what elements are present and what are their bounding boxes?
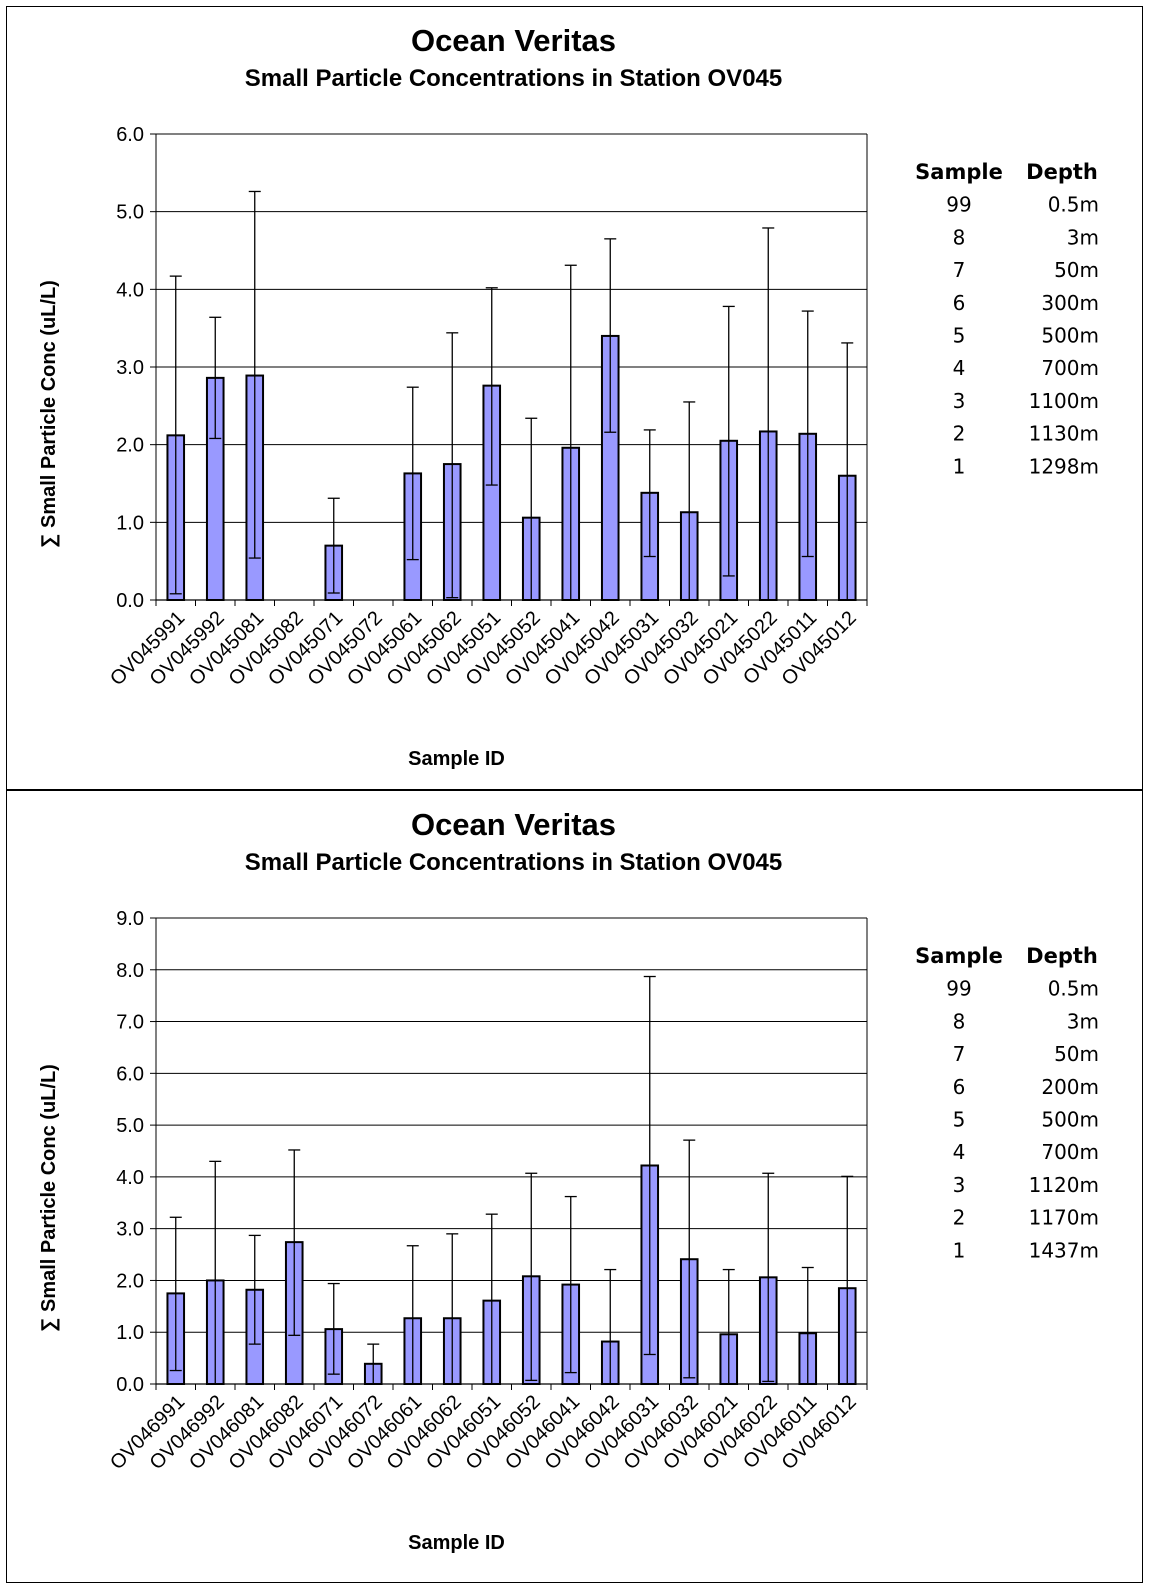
- table-cell-sample: 4: [953, 356, 966, 380]
- table-cell-sample: 7: [953, 258, 966, 282]
- table-cell-depth: 700m: [1041, 356, 1099, 380]
- table-cell-depth: 1130m: [1029, 422, 1099, 446]
- table-cell-depth: 3m: [1067, 1009, 1099, 1033]
- y-tick-label: 8.0: [116, 960, 144, 982]
- y-axis-title: ∑ Small Particle Conc (uL/L): [38, 1064, 60, 1332]
- table-cell-depth: 50m: [1054, 1042, 1099, 1066]
- table-cell-sample: 3: [953, 389, 966, 413]
- table-header-sample: Sample: [915, 944, 1003, 968]
- y-tick-label: 6.0: [116, 124, 144, 146]
- table-cell-depth: 0.5m: [1048, 193, 1099, 217]
- table-header-depth: Depth: [1026, 944, 1098, 968]
- table-cell-depth: 1298m: [1029, 454, 1099, 478]
- table-cell-depth: 700m: [1041, 1140, 1099, 1164]
- table-cell-sample: 8: [953, 1009, 966, 1033]
- table-cell-depth: 300m: [1041, 291, 1099, 315]
- table-cell-sample: 6: [953, 291, 966, 315]
- table-cell-sample: 6: [953, 1075, 966, 1099]
- table-cell-sample: 4: [953, 1140, 966, 1164]
- y-tick-label: 5.0: [116, 1115, 144, 1137]
- table-cell-sample: 99: [946, 193, 971, 217]
- y-axis-title: ∑ Small Particle Conc (uL/L): [38, 280, 60, 548]
- table-cell-depth: 500m: [1041, 324, 1099, 348]
- y-tick-label: 9.0: [116, 908, 144, 930]
- y-tick-label: 7.0: [116, 1012, 144, 1034]
- table-cell-sample: 5: [953, 324, 966, 348]
- y-tick-label: 0.0: [116, 1374, 144, 1396]
- table-cell-sample: 7: [953, 1042, 966, 1066]
- x-axis-title: Sample ID: [408, 1532, 505, 1554]
- y-tick-label: 1.0: [116, 1322, 144, 1344]
- table-cell-depth: 0.5m: [1048, 977, 1099, 1001]
- table-cell-sample: 3: [953, 1173, 966, 1197]
- table-cell-sample: 99: [946, 977, 971, 1001]
- chart-subtitle: Small Particle Concentrations in Station…: [245, 65, 782, 92]
- chart-title: Ocean Veritas: [411, 807, 616, 842]
- table-cell-depth: 50m: [1054, 258, 1099, 282]
- table-header-sample: Sample: [915, 160, 1003, 184]
- y-tick-label: 4.0: [116, 279, 144, 301]
- y-tick-label: 3.0: [116, 357, 144, 379]
- table-cell-depth: 1100m: [1029, 389, 1099, 413]
- y-tick-label: 3.0: [116, 1219, 144, 1241]
- y-tick-label: 5.0: [116, 202, 144, 224]
- table-header-depth: Depth: [1026, 160, 1098, 184]
- y-tick-label: 1.0: [116, 512, 144, 534]
- y-tick-label: 6.0: [116, 1063, 144, 1085]
- chart-panel-bottom: Ocean Veritas Small Particle Concentratio…: [6, 790, 1143, 1583]
- table-cell-sample: 1: [953, 454, 966, 478]
- bar-chart-bottom: Ocean Veritas Small Particle Concentratio…: [38, 807, 1099, 1554]
- table-cell-sample: 2: [953, 422, 966, 446]
- chart-title: Ocean Veritas: [411, 23, 616, 58]
- table-cell-depth: 1120m: [1029, 1173, 1099, 1197]
- table-cell-sample: 5: [953, 1108, 966, 1132]
- x-axis-title: Sample ID: [408, 748, 505, 770]
- y-tick-label: 0.0: [116, 590, 144, 612]
- table-cell-depth: 1170m: [1029, 1206, 1099, 1230]
- table-cell-sample: 1: [953, 1238, 966, 1262]
- chart-panel-top: Ocean Veritas Small Particle Concentratio…: [6, 6, 1143, 790]
- table-cell-sample: 8: [953, 225, 966, 249]
- y-tick-label: 4.0: [116, 1167, 144, 1189]
- table-cell-depth: 200m: [1041, 1075, 1099, 1099]
- chart-subtitle: Small Particle Concentrations in Station…: [245, 849, 782, 876]
- table-cell-depth: 1437m: [1029, 1238, 1099, 1262]
- bar-chart-top: Ocean Veritas Small Particle Concentratio…: [38, 23, 1099, 770]
- table-cell-depth: 3m: [1067, 225, 1099, 249]
- y-tick-label: 2.0: [116, 1270, 144, 1292]
- y-tick-label: 2.0: [116, 435, 144, 457]
- table-cell-depth: 500m: [1041, 1108, 1099, 1132]
- table-cell-sample: 2: [953, 1206, 966, 1230]
